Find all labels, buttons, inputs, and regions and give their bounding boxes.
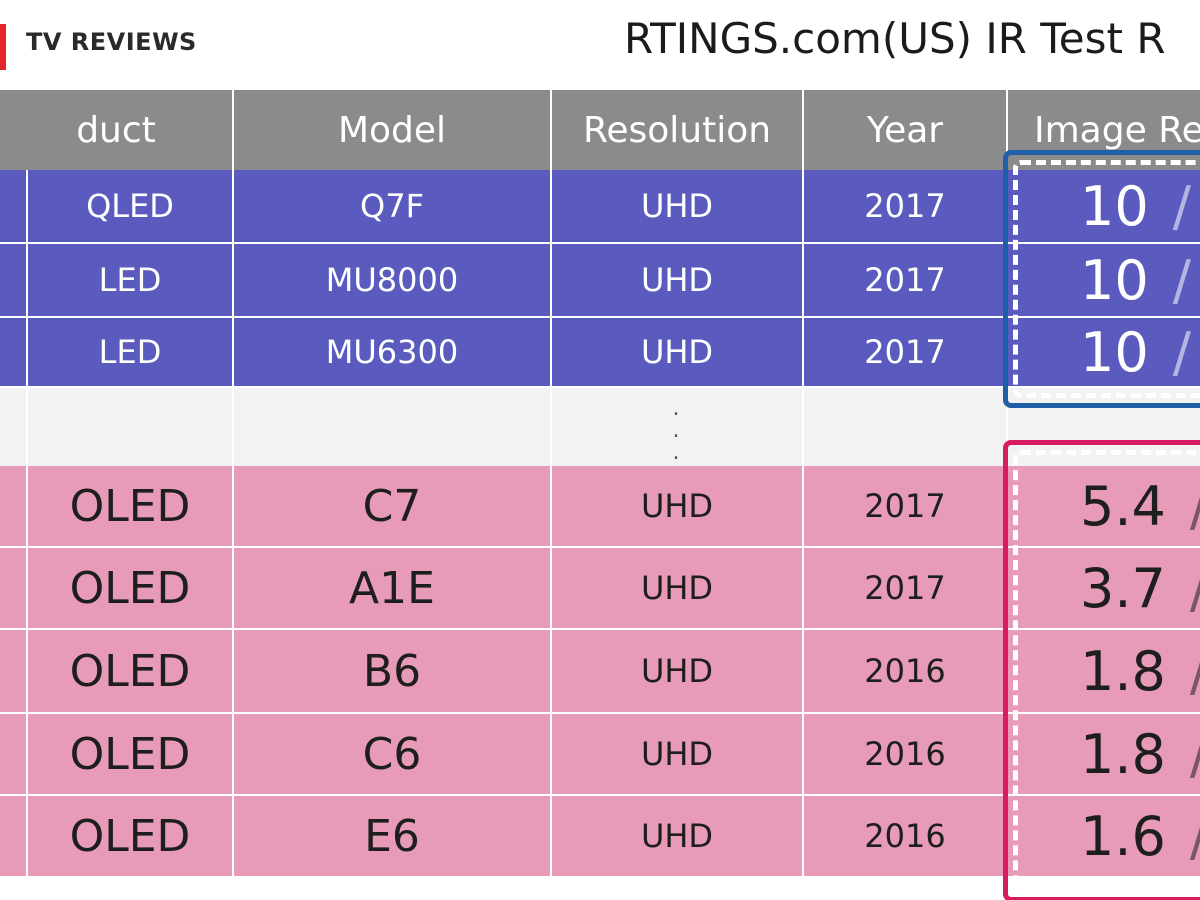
model-cell: C7 bbox=[234, 466, 552, 548]
score-suffix: / bbox=[1190, 805, 1200, 868]
resolution-cell: UHD bbox=[552, 796, 804, 878]
brand-cell bbox=[0, 630, 28, 714]
score-cell: 5.4 / bbox=[1008, 466, 1200, 548]
brand-cell bbox=[0, 244, 28, 318]
column-header-resolution: Resolution bbox=[552, 90, 804, 170]
score-cell: 1.8 / bbox=[1008, 714, 1200, 796]
year-cell: 2017 bbox=[804, 318, 1008, 388]
brand-cell bbox=[0, 796, 28, 878]
gap-cell bbox=[0, 388, 28, 466]
resolution-cell: UHD bbox=[552, 170, 804, 244]
score-cell: 10 / bbox=[1008, 244, 1200, 318]
model-cell: A1E bbox=[234, 548, 552, 630]
logo-accent-bar bbox=[0, 24, 6, 70]
brand-cell bbox=[0, 170, 28, 244]
score-cell: 1.8 / bbox=[1008, 630, 1200, 714]
brand-cell bbox=[0, 714, 28, 796]
score-suffix: / bbox=[1172, 174, 1191, 238]
score-suffix: / bbox=[1190, 723, 1200, 786]
score-suffix: / bbox=[1190, 475, 1200, 538]
brand-cell bbox=[0, 548, 28, 630]
highlight-box-pink-dashes bbox=[1013, 450, 1200, 892]
score-value: 10 bbox=[1080, 248, 1149, 312]
type-cell: QLED bbox=[28, 170, 234, 244]
year-cell: 2016 bbox=[804, 796, 1008, 878]
resolution-cell: UHD bbox=[552, 714, 804, 796]
score-value: 1.8 bbox=[1080, 639, 1166, 703]
ellipsis-vertical: ... bbox=[672, 396, 680, 465]
score-cell: 3.7 / bbox=[1008, 548, 1200, 630]
highlight-box-blue-dashes bbox=[1013, 160, 1200, 398]
resolution-cell: UHD bbox=[552, 244, 804, 318]
score-suffix: / bbox=[1172, 320, 1191, 384]
gap-cell bbox=[804, 388, 1008, 466]
model-cell: MU8000 bbox=[234, 244, 552, 318]
type-cell: LED bbox=[28, 318, 234, 388]
resolution-cell: UHD bbox=[552, 548, 804, 630]
slide-title: RTINGS.com(US) IR Test R bbox=[624, 14, 1166, 63]
score-value: 1.8 bbox=[1080, 722, 1166, 786]
model-cell: MU6300 bbox=[234, 318, 552, 388]
type-cell: LED bbox=[28, 244, 234, 318]
score-value: 3.7 bbox=[1080, 556, 1166, 620]
score-cell: 10 / bbox=[1008, 170, 1200, 244]
year-cell: 2016 bbox=[804, 714, 1008, 796]
type-cell: OLED bbox=[28, 796, 234, 878]
year-cell: 2017 bbox=[804, 170, 1008, 244]
score-suffix: / bbox=[1172, 248, 1191, 312]
score-cell: 1.6 / bbox=[1008, 796, 1200, 878]
gap-cell bbox=[28, 388, 234, 466]
type-cell: OLED bbox=[28, 630, 234, 714]
score-suffix: / bbox=[1190, 557, 1200, 620]
score-cell: 10 / bbox=[1008, 318, 1200, 388]
score-value: 10 bbox=[1080, 320, 1149, 384]
column-header-year: Year bbox=[804, 90, 1008, 170]
highlight-box-blue bbox=[1003, 150, 1200, 408]
logo-text: TV REVIEWS bbox=[26, 28, 197, 56]
model-cell: Q7F bbox=[234, 170, 552, 244]
year-cell: 2017 bbox=[804, 466, 1008, 548]
brand-cell bbox=[0, 318, 28, 388]
year-cell: 2017 bbox=[804, 244, 1008, 318]
year-cell: 2017 bbox=[804, 548, 1008, 630]
model-cell: B6 bbox=[234, 630, 552, 714]
column-header-model: Model bbox=[234, 90, 552, 170]
resolution-cell: UHD bbox=[552, 466, 804, 548]
model-cell: C6 bbox=[234, 714, 552, 796]
type-cell: OLED bbox=[28, 466, 234, 548]
score-value: 5.4 bbox=[1080, 474, 1166, 538]
column-header-product: duct bbox=[0, 90, 234, 170]
column-header-image-retention: Image Re bbox=[1008, 90, 1200, 170]
score-suffix: / bbox=[1190, 640, 1200, 703]
score-value: 1.6 bbox=[1080, 804, 1166, 868]
resolution-cell: UHD bbox=[552, 630, 804, 714]
model-cell: E6 bbox=[234, 796, 552, 878]
brand-cell bbox=[0, 466, 28, 548]
gap-cell bbox=[234, 388, 552, 466]
highlight-box-pink bbox=[1003, 440, 1200, 900]
resolution-cell: UHD bbox=[552, 318, 804, 388]
type-cell: OLED bbox=[28, 548, 234, 630]
type-cell: OLED bbox=[28, 714, 234, 796]
score-value: 10 bbox=[1080, 174, 1149, 238]
gap-cell bbox=[552, 388, 804, 466]
year-cell: 2016 bbox=[804, 630, 1008, 714]
